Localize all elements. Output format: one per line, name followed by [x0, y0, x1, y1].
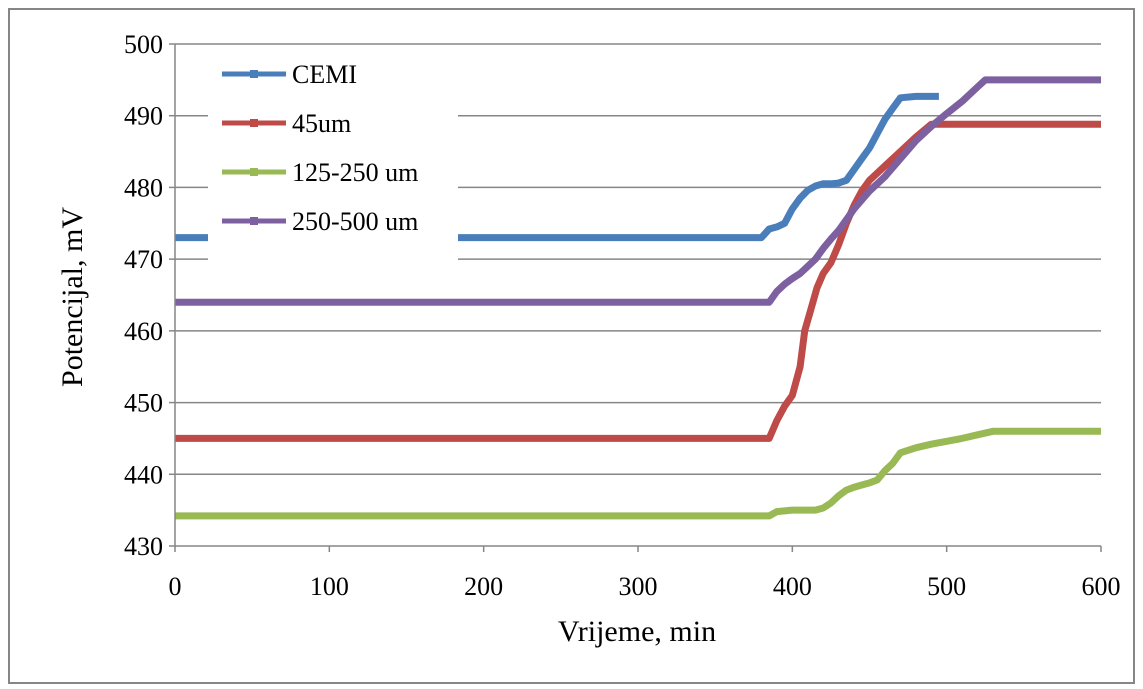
y-tick-label: 450: [124, 389, 163, 418]
x-tick-label: 600: [1082, 572, 1121, 601]
legend-marker-0: [250, 70, 258, 78]
chart-frame: [8, 8, 1135, 684]
x-tick-label: 200: [464, 572, 503, 601]
y-tick-label: 460: [124, 317, 163, 346]
x-axis-title: Vrijeme, min: [558, 615, 716, 648]
legend-marker-3: [250, 217, 258, 225]
y-tick-label: 500: [124, 30, 163, 59]
x-tick-label: 100: [310, 572, 349, 601]
legend-box: [208, 52, 458, 262]
legend: CEMI 45um 125-250 um 250-500 um: [208, 52, 458, 262]
series-line-0: [175, 92, 939, 242]
x-tick-label: 400: [773, 572, 812, 601]
y-tick-label: 440: [124, 460, 163, 489]
legend-marker-2: [250, 168, 258, 176]
y-tick-label: 470: [124, 245, 163, 274]
legend-label-3: 250-500 um: [292, 207, 418, 236]
axes: 430 440 450 460 470 480 490 500 0 100 200 300 400 500…: [124, 30, 1121, 601]
legend-label-1: 45um: [292, 109, 351, 138]
series-lines: [175, 76, 1101, 520]
legend-label-2: 125-250 um: [292, 158, 418, 187]
x-tick-label: 300: [619, 572, 658, 601]
y-axis-title: Potencijal, mV: [56, 207, 89, 387]
legend-marker-1: [250, 119, 258, 127]
y-tick-label: 480: [124, 173, 163, 202]
series-line-3: [175, 76, 1101, 306]
y-tick-label: 490: [124, 102, 163, 131]
legend-label-0: CEMI: [292, 60, 357, 89]
series-line-2: [175, 427, 1101, 520]
y-tick-label: 430: [124, 532, 163, 561]
x-tick-label: 500: [927, 572, 966, 601]
x-tick-label: 0: [169, 572, 182, 601]
